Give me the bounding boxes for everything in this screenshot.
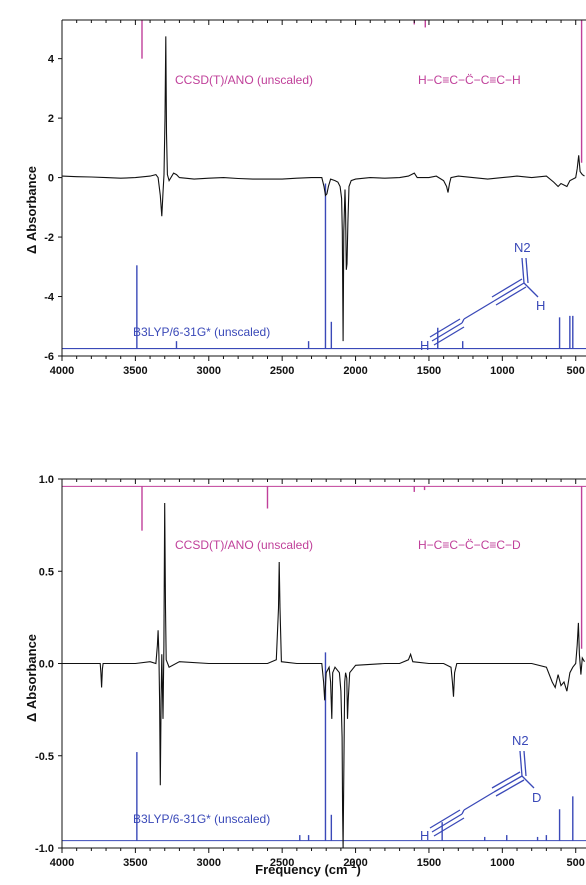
x-tick-label: 3500	[123, 365, 147, 377]
y-tick-label: -2	[44, 232, 54, 244]
top-n2-label: N2	[514, 240, 531, 255]
x-tick-label: 2000	[343, 365, 367, 377]
bond	[429, 318, 461, 338]
x-tick-label: 3000	[197, 857, 221, 869]
bond	[491, 278, 523, 298]
bond	[463, 791, 495, 811]
top-y-axis-title: Δ Absorbance	[24, 166, 39, 254]
bond	[461, 318, 465, 324]
top-diazo-structure-icon	[429, 257, 539, 346]
y-tick-label: -0.5	[35, 751, 54, 763]
y-tick-label: -1.0	[35, 843, 54, 855]
x-tick-label: 4000	[50, 365, 74, 377]
y-tick-label: 4	[48, 54, 55, 66]
bond	[493, 775, 523, 793]
bottom-y-axis-title: Δ Absorbance	[24, 634, 39, 722]
bond	[431, 322, 463, 342]
bond	[461, 809, 465, 815]
experimental-spectrum-line	[62, 502, 585, 849]
x-tick-label: 2500	[270, 857, 294, 869]
x-tick-label: 1000	[490, 365, 514, 377]
y-tick-label: -6	[44, 351, 54, 363]
bond	[433, 817, 465, 837]
x-tick-label: 2000	[343, 857, 367, 869]
x-axis-title-sup: -1	[348, 860, 357, 871]
top-panel: 4000 3500 3000 2500 2000 1500 1000 500 -6 -4 -2 0 2 4…	[24, 19, 586, 377]
x-tick-label: 2500	[270, 365, 294, 377]
x-tick-label: 1500	[417, 365, 441, 377]
x-axis-title-main: Frequency (cm	[255, 862, 347, 877]
bottom-panel: 4000 3500 3000 2500 2000 1500 1000 500 -1.0 -0.5 0…	[24, 474, 586, 877]
x-tick-label: 4000	[50, 857, 74, 869]
top-terminal-atom: H	[420, 338, 429, 353]
x-tick-label: 500	[567, 857, 585, 869]
bond	[495, 779, 525, 797]
bond	[429, 809, 461, 829]
x-tick-label: 1000	[490, 857, 514, 869]
bond	[493, 282, 525, 302]
bottom-b3lyp-label: B3LYP/6-31G* (unscaled)	[133, 812, 270, 826]
x-tick-label: 500	[567, 365, 585, 377]
bond	[523, 282, 539, 298]
y-tick-label: 0.0	[39, 659, 54, 671]
bond	[519, 750, 523, 777]
x-axis-title: Frequency (cm-1)	[255, 860, 361, 877]
bottom-ccsd-label: CCSD(T)/ANO (unscaled)	[175, 538, 313, 552]
bottom-n2-label: N2	[512, 733, 529, 748]
bottom-carbene-formula: H−C≡C−C̈−C≡C−D	[418, 538, 521, 552]
top-ccsd-label: CCSD(T)/ANO (unscaled)	[175, 73, 313, 87]
y-tick-label: 0.5	[39, 566, 54, 578]
bond	[491, 771, 521, 789]
x-tick-label: 3000	[197, 365, 221, 377]
experimental-spectrum-line	[61, 36, 585, 342]
bond	[431, 813, 463, 833]
bottom-diazo-substituent: D	[532, 790, 541, 805]
top-b3lyp-label: B3LYP/6-31G* (unscaled)	[133, 325, 270, 339]
bond	[433, 326, 465, 346]
bottom-diazo-structure-icon	[429, 750, 535, 837]
top-carbene-formula: H−C≡C−C̈−C≡C−H	[418, 73, 521, 87]
bond	[463, 300, 495, 320]
top-diazo-substituent: H	[536, 298, 545, 313]
x-tick-label: 1500	[417, 857, 441, 869]
y-tick-label: 0	[48, 173, 54, 185]
bond	[525, 257, 529, 284]
y-tick-label: 1.0	[39, 474, 54, 486]
bond	[495, 286, 527, 306]
bond	[521, 775, 535, 789]
y-tick-label: 2	[48, 113, 54, 125]
bottom-terminal-atom: H	[420, 828, 429, 843]
x-tick-label: 3500	[123, 857, 147, 869]
bond	[523, 750, 527, 777]
bond	[521, 257, 525, 284]
y-tick-label: -4	[44, 292, 55, 304]
x-axis-title-close: )	[357, 862, 361, 877]
